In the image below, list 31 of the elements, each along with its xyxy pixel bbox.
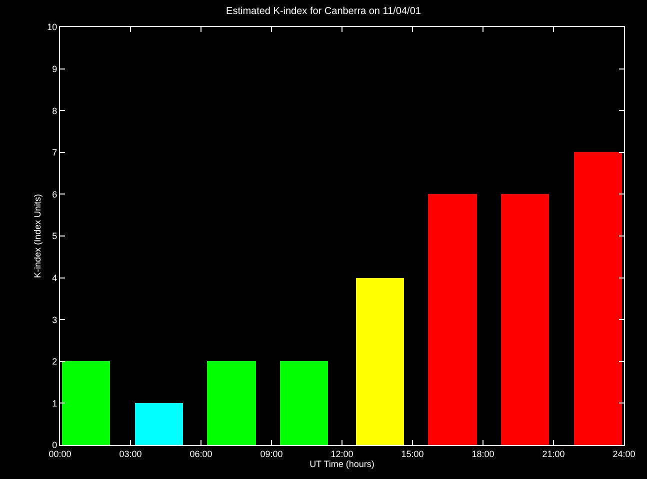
y-axis-title: K-index (Index Units)	[32, 194, 43, 278]
bar	[207, 361, 256, 445]
y-tick-label: 9	[52, 64, 58, 74]
x-tick-label: 00:00	[48, 448, 72, 459]
y-tick-label: 3	[52, 314, 58, 325]
y-tick-label: 4	[52, 272, 58, 283]
x-tick-label: 12:00	[330, 448, 354, 459]
bar	[135, 403, 183, 445]
y-tick-label: 0	[52, 440, 58, 450]
bar	[62, 361, 110, 445]
y-tick-label: 2	[52, 356, 58, 367]
x-tick-label: 06:00	[190, 448, 212, 459]
y-tick-label: 1	[52, 398, 58, 408]
bar	[501, 194, 549, 445]
x-tick-label: 21:00	[542, 448, 565, 459]
y-tick-label: 5	[52, 231, 58, 242]
x-tick-label: 24:00	[612, 448, 636, 459]
chart-title: Estimated K-index for Canberra on 11/04/01	[226, 6, 422, 18]
x-tick-label: 09:00	[260, 448, 283, 459]
x-axis-title: UT Time (hours)	[310, 458, 374, 469]
y-tick-label: 10	[47, 22, 58, 32]
y-tick-label: 6	[52, 189, 58, 200]
y-tick-label: 8	[52, 106, 58, 116]
x-tick-label: 15:00	[401, 448, 424, 459]
x-tick-label: 18:00	[472, 448, 494, 459]
bar	[280, 361, 328, 445]
y-tick-label: 7	[52, 148, 58, 158]
bar	[428, 194, 477, 445]
bar	[574, 152, 622, 445]
x-tick-label: 03:00	[119, 448, 142, 459]
bar	[356, 278, 404, 445]
